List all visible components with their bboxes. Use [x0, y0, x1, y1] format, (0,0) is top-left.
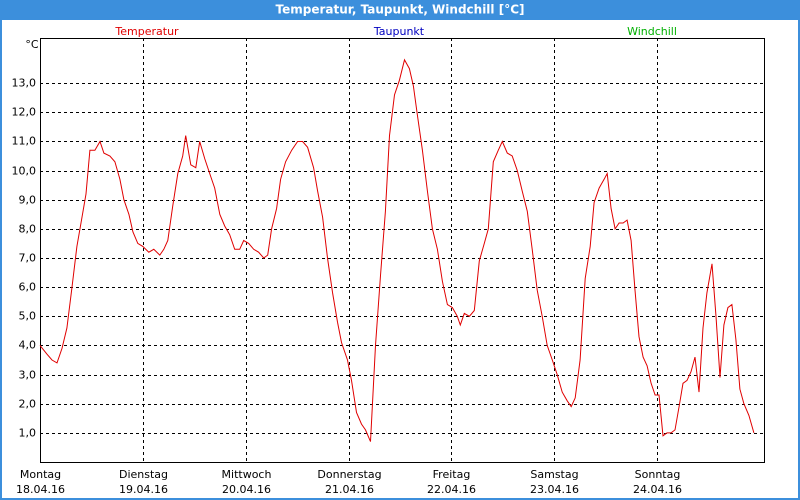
x-tick-day: Freitag [433, 468, 471, 481]
x-tick-date: 24.04.16 [633, 483, 682, 496]
y-tick-label: 5,0 [19, 310, 37, 323]
window-title: Temperatur, Taupunkt, Windchill [°C] [276, 3, 525, 17]
legend-entry: Windchill [627, 25, 677, 38]
x-tick-day: Donnerstag [317, 468, 381, 481]
x-tick-day: Samstag [530, 468, 578, 481]
y-tick-label: 6,0 [19, 281, 37, 294]
legend-entry: Taupunkt [373, 25, 425, 38]
y-tick-label: 10,0 [12, 165, 37, 178]
y-tick-label: 9,0 [19, 194, 37, 207]
y-tick-label: 12,0 [12, 106, 37, 119]
y-tick-label: 11,0 [12, 135, 37, 148]
x-tick-day: Mittwoch [222, 468, 272, 481]
x-tick-date: 21.04.16 [325, 483, 374, 496]
x-tick-day: Montag [20, 468, 61, 481]
y-tick-label: 8,0 [19, 223, 37, 236]
y-tick-label: 4,0 [19, 339, 37, 352]
x-tick-date: 18.04.16 [16, 483, 65, 496]
y-tick-label: 7,0 [19, 252, 37, 265]
x-tick-date: 20.04.16 [222, 483, 271, 496]
x-tick-date: 19.04.16 [119, 483, 168, 496]
y-tick-label: 13,0 [12, 77, 37, 90]
x-tick-date: 22.04.16 [427, 483, 476, 496]
x-tick-day: Sonntag [635, 468, 681, 481]
y-tick-label: 1,0 [19, 427, 37, 440]
unit-label: °C [25, 38, 39, 51]
plot-frame [40, 38, 765, 463]
legend-entry: Temperatur [114, 25, 179, 38]
x-tick-day: Dienstag [119, 468, 168, 481]
y-tick-label: 2,0 [19, 398, 37, 411]
temperature-line [39, 58, 755, 442]
y-tick-label: 3,0 [19, 369, 37, 382]
x-tick-date: 23.04.16 [530, 483, 579, 496]
